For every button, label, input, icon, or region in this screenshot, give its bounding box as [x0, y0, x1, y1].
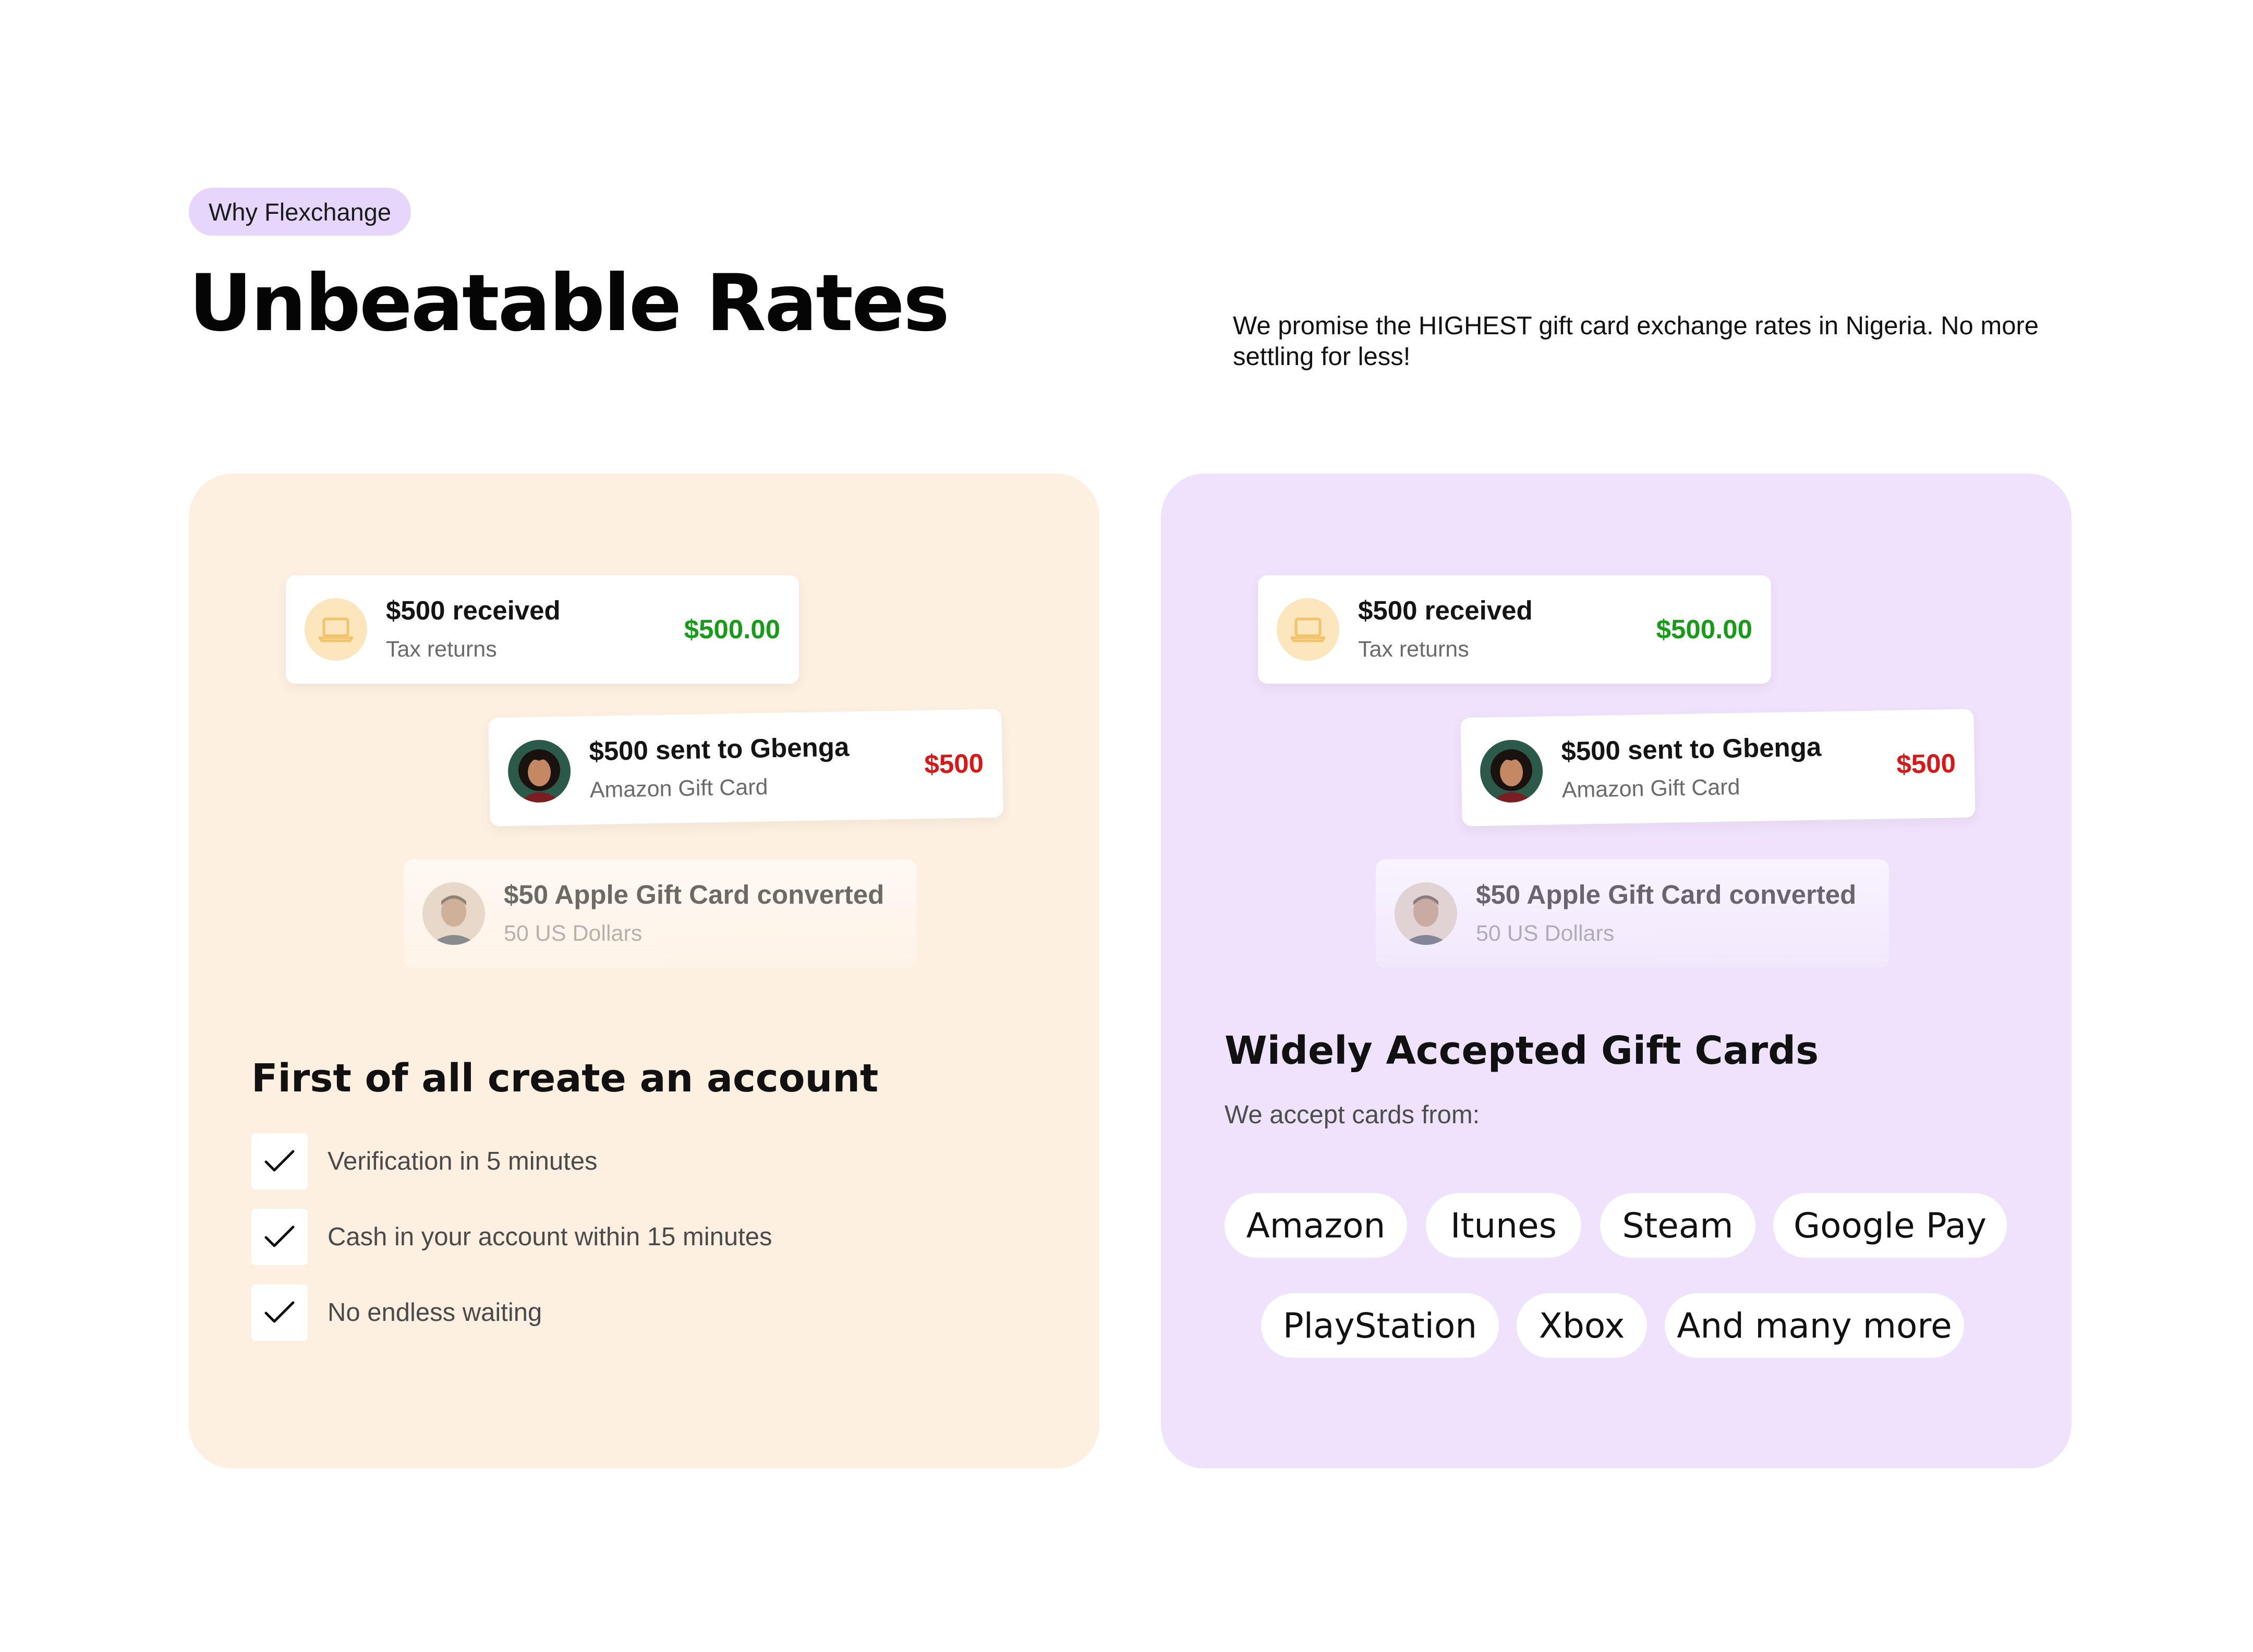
transaction-converted: $50 Apple Gift Card converted 50 US Doll… — [404, 859, 917, 968]
chip-google-pay[interactable]: Google Pay — [1773, 1193, 2007, 1258]
avatar-man — [1395, 882, 1457, 945]
chip-xbox[interactable]: Xbox — [1517, 1293, 1647, 1358]
check-icon — [251, 1284, 308, 1341]
account-card: $500 received Tax returns $500.00 $500 s… — [189, 473, 1099, 1468]
transaction-title: $500 received — [1358, 596, 1533, 625]
chip-amazon[interactable]: Amazon — [1225, 1193, 1407, 1258]
chip-and-many-more[interactable]: And many more — [1665, 1293, 1964, 1358]
transaction-title: $500 sent to Gbenga — [1560, 732, 1822, 767]
transaction-title: $500 received — [386, 596, 561, 625]
transaction-received: $500 received Tax returns $500.00 — [286, 575, 799, 684]
account-heading: First of all create an account — [251, 1056, 879, 1101]
transaction-subtitle: Amazon Gift Card — [1561, 774, 1740, 803]
laptop-icon — [1277, 598, 1339, 661]
transaction-amount: $500.00 — [1656, 614, 1752, 644]
transaction-amount: $500.00 — [684, 614, 780, 644]
transaction-subtitle: 50 US Dollars — [504, 921, 643, 946]
checklist-item: Verification in 5 minutes — [251, 1133, 598, 1189]
transaction-subtitle: Tax returns — [1358, 637, 1469, 662]
laptop-icon — [305, 598, 367, 661]
chip-itunes[interactable]: Itunes — [1426, 1193, 1581, 1258]
transaction-received: $500 received Tax returns $500.00 — [1258, 575, 1771, 684]
transaction-sent: $500 sent to Gbenga Amazon Gift Card $50… — [1460, 709, 1976, 827]
chip-steam[interactable]: Steam — [1600, 1193, 1755, 1258]
transaction-subtitle: 50 US Dollars — [1476, 921, 1615, 946]
avatar-woman — [507, 739, 572, 803]
transaction-converted: $50 Apple Gift Card converted 50 US Doll… — [1376, 859, 1889, 968]
transaction-title: $50 Apple Gift Card converted — [504, 880, 885, 909]
transaction-sent: $500 sent to Gbenga Amazon Gift Card $50… — [488, 709, 1003, 827]
checklist-item: Cash in your account within 15 minutes — [251, 1209, 772, 1265]
transaction-title: $500 sent to Gbenga — [588, 732, 850, 767]
checklist-label: Cash in your account within 15 minutes — [328, 1223, 772, 1251]
chip-playstation[interactable]: PlayStation — [1261, 1293, 1499, 1358]
gift-cards-subheading: We accept cards from: — [1225, 1101, 1480, 1129]
section-badge: Why Flexchange — [189, 188, 411, 236]
checklist-label: Verification in 5 minutes — [328, 1147, 598, 1175]
avatar-man — [422, 882, 485, 945]
tagline: We promise the HIGHEST gift card exchang… — [1233, 312, 2039, 371]
transaction-title: $50 Apple Gift Card converted — [1476, 880, 1857, 909]
checklist-item: No endless waiting — [251, 1284, 542, 1341]
transaction-amount: $500 — [1896, 748, 1956, 780]
transaction-amount: $500 — [924, 748, 984, 780]
gift-cards-card: $500 received Tax returns $500.00 $500 s… — [1161, 473, 2072, 1468]
page-title: Unbeatable Rates — [189, 258, 950, 349]
transaction-subtitle: Tax returns — [386, 637, 497, 662]
check-icon — [251, 1133, 308, 1189]
transaction-subtitle: Amazon Gift Card — [589, 774, 768, 803]
checklist-label: No endless waiting — [328, 1298, 542, 1327]
gift-cards-heading: Widely Accepted Gift Cards — [1225, 1028, 1819, 1073]
check-icon — [251, 1209, 308, 1265]
avatar-woman — [1480, 739, 1544, 803]
